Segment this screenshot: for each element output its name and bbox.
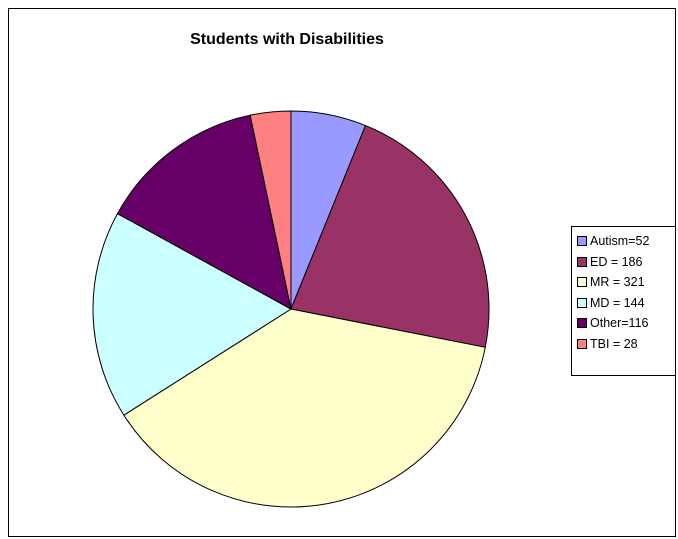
legend-item-mr: MR = 321: [572, 272, 675, 293]
legend-item-other: Other=116: [572, 313, 675, 334]
legend-label: ED = 186: [590, 254, 643, 269]
chart-area: Students with Disabilities Autism=52 ED =…: [8, 8, 676, 537]
legend-swatch: [577, 256, 587, 267]
legend-label: TBI = 28: [590, 336, 638, 351]
legend-swatch: [577, 318, 587, 328]
legend: Autism=52 ED = 186 MR = 321 MD = 144 Other=1…: [571, 226, 675, 376]
pie-slice-other: [116, 114, 292, 310]
legend-label: MR = 321: [590, 275, 645, 289]
pie-chart: [92, 110, 490, 508]
legend-item-tbi: TBI = 28: [572, 334, 675, 355]
pie-slice-mr: [123, 308, 486, 508]
legend-item-autism: Autism=52: [572, 231, 675, 252]
pie-slice-ed: [290, 124, 490, 348]
legend-swatch: [577, 277, 587, 287]
legend-swatch: [577, 338, 587, 349]
legend-label: Other=116: [590, 316, 649, 330]
pie-slice-md: [92, 212, 292, 416]
legend-item-md: MD = 144: [572, 293, 675, 314]
legend-swatch: [577, 297, 587, 308]
legend-swatch: [577, 236, 587, 246]
pie-slice-tbi: [249, 110, 292, 310]
legend-label: Autism=52: [590, 234, 650, 248]
legend-item-ed: ED = 186: [572, 252, 675, 273]
chart-title: Students with Disabilities: [190, 31, 384, 48]
legend-label: MD = 144: [590, 295, 645, 310]
